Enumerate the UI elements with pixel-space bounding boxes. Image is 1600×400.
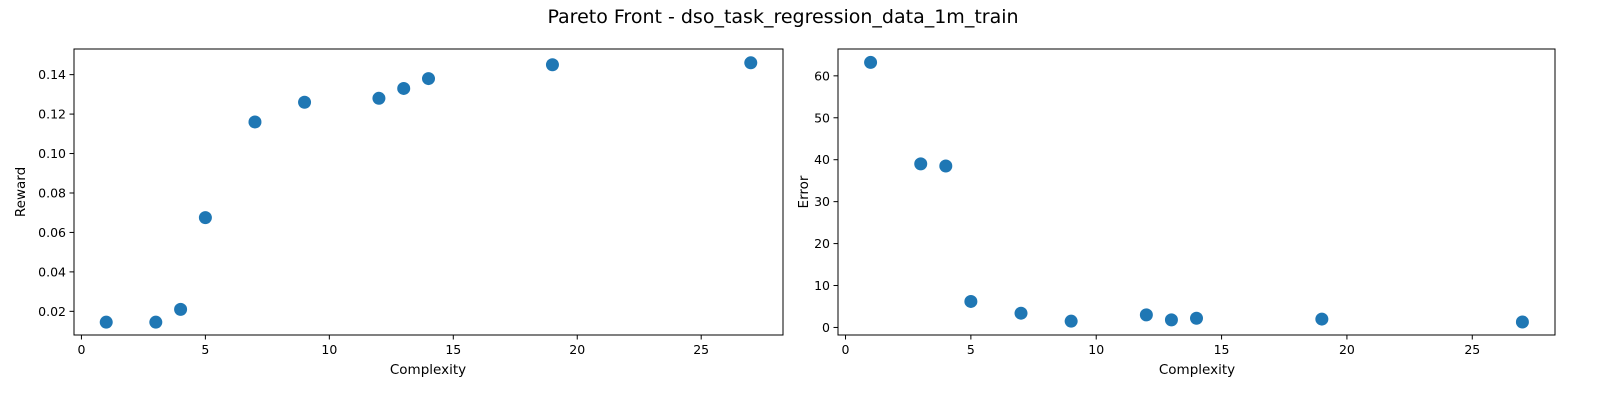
- error-data-point: [1515, 315, 1529, 329]
- error-chart: 0 5 10 15 20 25 0 10 20 30 40 50 60 Complexity Erro…: [796, 48, 1556, 378]
- error-data-point: [1190, 311, 1203, 325]
- reward-x-tick-label: 20: [569, 342, 585, 357]
- reward-x-tick-label: 10: [321, 342, 337, 357]
- error-x-tick-label: 15: [1214, 342, 1230, 357]
- reward-x-axis-label: Complexity: [390, 362, 466, 378]
- error-data-point: [939, 159, 953, 173]
- error-data-point: [864, 55, 878, 69]
- reward-x-tick-label: 15: [445, 342, 461, 357]
- error-data-point: [1064, 314, 1078, 328]
- reward-x-tick-label: 25: [693, 342, 709, 357]
- error-plot-frame: [837, 48, 1556, 336]
- reward-y-tick-label: 0.10: [38, 146, 66, 161]
- error-y-tick-label: 60: [814, 68, 830, 83]
- reward-data-point: [422, 72, 435, 86]
- error-x-tick-label: 25: [1464, 342, 1480, 357]
- error-y-axis-label: Error: [796, 175, 812, 208]
- reward-data-point: [198, 211, 212, 225]
- reward-data-point: [248, 115, 262, 129]
- error-y-tick-label: 10: [814, 278, 830, 293]
- error-x-tick-label: 10: [1088, 342, 1104, 357]
- reward-data-point: [99, 315, 113, 329]
- error-points: [864, 55, 1529, 329]
- error-y-tick-label: 30: [814, 194, 830, 209]
- figure-title: Pareto Front - dso_task_regression_data_…: [547, 6, 1018, 28]
- reward-data-point: [298, 95, 312, 109]
- error-x-tick-label: 0: [842, 342, 850, 357]
- reward-chart: 0 5 10 15 20 25 0.020.040.060.080.100.120.14 …: [13, 48, 784, 378]
- reward-y-tick-label: 0.08: [38, 185, 66, 200]
- error-y-tick-label: 40: [814, 152, 830, 167]
- error-y-tick-label: 50: [814, 110, 830, 125]
- error-data-point: [914, 157, 928, 171]
- reward-y-ticks: 0.02 0.04 0.06 0.08 0.10 0.12 0.14: [38, 67, 74, 319]
- error-x-tick-label: 20: [1339, 342, 1355, 357]
- reward-data-point: [545, 58, 559, 72]
- reward-data-point: [397, 81, 411, 95]
- error-y-tick-label: 20: [814, 236, 830, 251]
- error-data-point: [1164, 313, 1178, 327]
- reward-plot-frame: [73, 48, 784, 336]
- reward-data-point: [149, 315, 163, 329]
- reward-y-tick-label: 0.06: [38, 225, 66, 240]
- error-data-point: [1139, 308, 1153, 322]
- reward-data-point: [372, 91, 386, 105]
- error-y-ticks: 0 10 20 30 40 50 60: [814, 68, 838, 335]
- reward-y-tick-label: 0.14: [38, 67, 66, 82]
- error-x-axis-label: Complexity: [1159, 362, 1235, 378]
- reward-x-ticks: 0 5 10 15 20 25: [77, 335, 709, 357]
- error-x-tick-label: 5: [967, 342, 975, 357]
- error-data-point: [1014, 306, 1028, 320]
- reward-x-tick-label: 5: [201, 342, 209, 357]
- reward-y-tick-label: 0.02: [38, 304, 66, 319]
- reward-y-axis-label: Reward: [13, 167, 29, 217]
- error-data-point: [964, 294, 978, 308]
- reward-x-tick-label: 0: [77, 342, 85, 357]
- reward-data-point: [174, 302, 188, 316]
- reward-y-tick-label: 0.04: [38, 264, 66, 279]
- error-y-tick-label: 0: [822, 320, 830, 335]
- reward-points: [99, 56, 758, 329]
- reward-data-point: [744, 56, 758, 70]
- error-x-ticks: 0 5 10 15 20 25: [842, 335, 1480, 357]
- reward-y-tick-label: 0.12: [38, 107, 66, 122]
- error-data-point: [1315, 312, 1329, 326]
